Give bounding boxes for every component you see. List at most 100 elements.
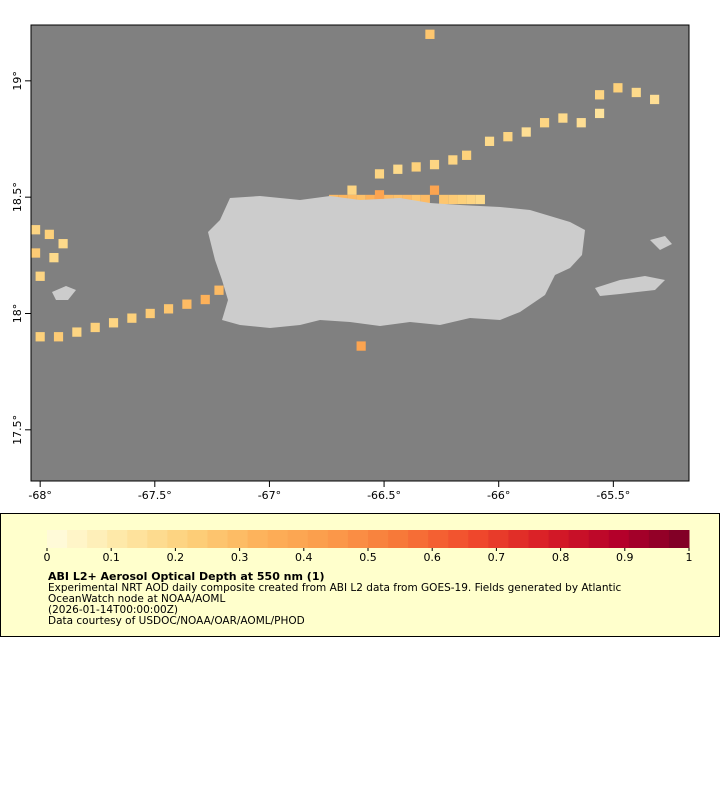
map-frame (30, 24, 690, 482)
aod-cell (374, 190, 385, 200)
aod-cell (145, 308, 155, 319)
colorbar-block (107, 530, 128, 548)
colorbar-block (67, 530, 88, 548)
colorbar-block (368, 530, 389, 548)
aod-cell (539, 118, 550, 128)
colorbar-block (628, 530, 650, 548)
x-tick-label: -65.5° (596, 489, 630, 502)
colorbar-block (528, 530, 550, 548)
x-tick-label: -67.5° (138, 489, 172, 502)
colorbar-block (468, 530, 489, 548)
colorbar-tick-label: 0.1 (102, 551, 120, 564)
aod-cell (595, 90, 605, 100)
aod-cell (214, 285, 224, 295)
x-tick-label: -68° (28, 489, 51, 502)
mona (52, 286, 76, 300)
colorbar-tick-label: 1 (686, 551, 693, 564)
colorbar-block (127, 530, 148, 548)
colorbar-block (267, 530, 289, 548)
aod-cell (31, 225, 41, 235)
colorbar-block (488, 530, 509, 548)
aod-cell (31, 248, 41, 258)
colorbar-block (408, 530, 429, 548)
colorbar-block (247, 530, 269, 548)
aod-cell (374, 169, 385, 179)
aod-cell (484, 136, 495, 146)
aod-cell (613, 83, 623, 93)
x-tick-label: -67° (258, 489, 281, 502)
colorbar-tick-label: 0.7 (488, 551, 506, 564)
aod-cell (576, 118, 586, 128)
description: Experimental NRT AOD daily composite cre… (48, 582, 622, 594)
description: (2026-01-14T00:00:00Z) (48, 604, 178, 616)
description: Data courtesy of USDOC/NOAA/OAR/AOML/PHO… (48, 615, 305, 627)
colorbar-block (347, 530, 369, 548)
culebra (650, 236, 672, 250)
y-tick-label: 18.5° (11, 182, 24, 212)
aod-cell (425, 29, 435, 39)
aod-cell (411, 194, 421, 205)
colorbar-block (588, 530, 610, 548)
colorbar-block (327, 530, 349, 548)
colorbar-tick-label: 0.9 (616, 551, 634, 564)
colorbar-tick-label: 0.6 (423, 551, 441, 564)
aod-cell (393, 164, 403, 174)
aod-cell (558, 113, 568, 123)
aod-cell (429, 185, 440, 195)
y-tick-label: 19° (11, 71, 24, 91)
x-tick-label: -66.5° (367, 489, 401, 502)
colorbar-block (428, 530, 449, 548)
y-tick-label: 17.5° (11, 415, 24, 445)
colorbar-block (227, 530, 249, 548)
aod-cell (182, 299, 192, 309)
aod-cell (420, 194, 430, 205)
colorbar-block (187, 530, 208, 548)
aod-cell (35, 332, 45, 342)
aod-cell (49, 253, 59, 263)
colorbar-block (608, 530, 630, 548)
colorbar-tick-label: 0.8 (552, 551, 570, 564)
y-tick-label: 18° (11, 304, 24, 324)
aod-cell (429, 159, 440, 170)
colorbar-block (448, 530, 469, 548)
aod-cell (595, 108, 605, 119)
colorbar-block (47, 530, 68, 548)
aod-cell (72, 327, 82, 337)
aod-cell (411, 162, 421, 172)
aod-cell (108, 318, 119, 328)
aod-cell (457, 194, 467, 205)
aod-cell (90, 322, 100, 333)
legend-title: ABI L2+ Aerosol Optical Depth at 550 nm … (48, 570, 325, 583)
colorbar-block (167, 530, 188, 548)
aod-cell (521, 127, 531, 137)
aod-cell (503, 132, 513, 142)
aod-cell (650, 94, 660, 105)
colorbar-block (388, 530, 409, 548)
aod-cell (200, 294, 210, 305)
x-tick-label: -66° (487, 489, 510, 502)
colorbar-block (307, 530, 329, 548)
colorbar-block (568, 530, 590, 548)
aod-cell (448, 194, 458, 205)
colorbar-block (668, 530, 690, 548)
aod-cell (35, 271, 45, 281)
aod-cell (439, 194, 449, 205)
colorbar-block (287, 530, 309, 548)
aod-cell (631, 87, 641, 98)
aod-cell (475, 194, 485, 205)
description: OceanWatch node at NOAA/AOML (48, 593, 225, 605)
colorbar-block (548, 530, 570, 548)
aod-cell (448, 155, 458, 165)
aod-cell (58, 239, 68, 249)
aod-cell (356, 341, 366, 351)
colorbar-tick-label: 0.3 (231, 551, 249, 564)
aod-cell (163, 304, 174, 314)
colorbar-tick-label: 0 (44, 551, 51, 564)
vieques (595, 276, 665, 296)
colorbar-tick-label: 0.4 (295, 551, 313, 564)
colorbar-tick-label: 0.2 (167, 551, 185, 564)
aod-cell (44, 229, 54, 240)
aod-cell (127, 313, 137, 323)
colorbar-block (87, 530, 108, 548)
